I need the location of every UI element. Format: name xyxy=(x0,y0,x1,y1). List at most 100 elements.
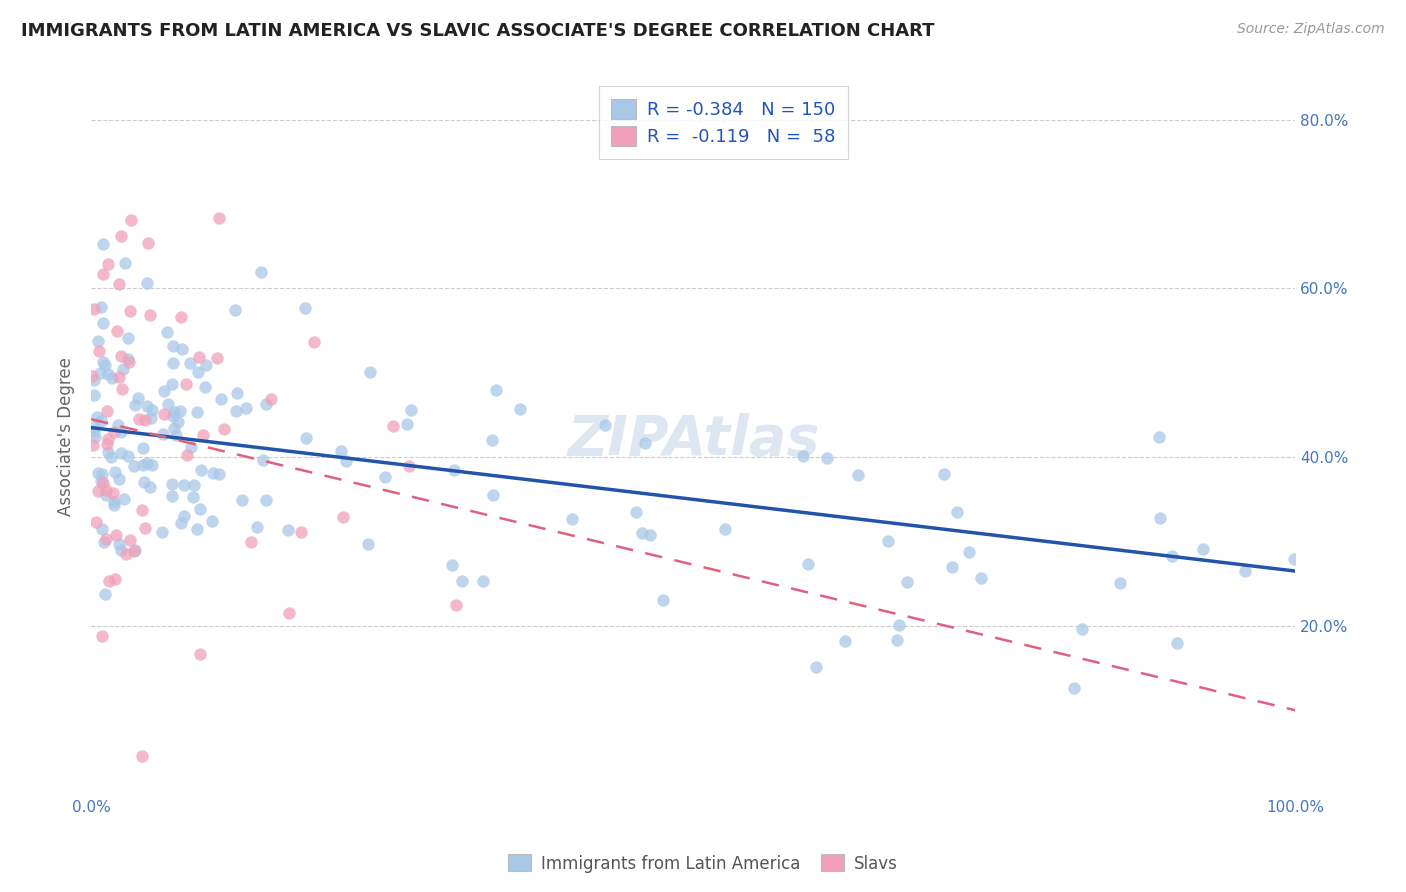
Point xyxy=(90,414,112,428)
Point xyxy=(114,256,136,270)
Point xyxy=(86,334,108,348)
Point xyxy=(134,413,156,427)
Point xyxy=(93,535,115,549)
Point xyxy=(638,528,661,542)
Point xyxy=(187,350,209,364)
Point xyxy=(135,277,157,291)
Point xyxy=(86,484,108,499)
Point xyxy=(1160,549,1182,563)
Point xyxy=(169,404,191,418)
Point xyxy=(290,525,312,540)
Point xyxy=(173,509,195,524)
Point xyxy=(90,301,112,315)
Point xyxy=(97,433,120,447)
Point xyxy=(131,502,153,516)
Point xyxy=(160,489,183,503)
Point xyxy=(165,427,187,442)
Point xyxy=(152,426,174,441)
Point xyxy=(1108,576,1130,591)
Point xyxy=(108,277,131,291)
Point xyxy=(166,415,188,429)
Point xyxy=(186,405,208,419)
Point xyxy=(335,454,357,468)
Point xyxy=(83,388,105,402)
Point xyxy=(110,446,132,460)
Point xyxy=(224,303,246,318)
Point xyxy=(1149,430,1171,444)
Point xyxy=(254,397,277,411)
Point xyxy=(103,425,125,439)
Point xyxy=(94,359,117,373)
Point xyxy=(1282,552,1305,566)
Point xyxy=(86,410,108,425)
Point xyxy=(176,449,198,463)
Point xyxy=(132,458,155,472)
Point xyxy=(112,361,135,376)
Point xyxy=(1071,622,1094,636)
Point xyxy=(179,356,201,370)
Point xyxy=(118,304,141,318)
Point xyxy=(97,257,120,271)
Point xyxy=(152,384,174,398)
Point xyxy=(194,380,217,394)
Point xyxy=(89,344,111,359)
Point xyxy=(277,523,299,537)
Point xyxy=(945,505,967,519)
Point xyxy=(509,402,531,417)
Point xyxy=(485,383,508,397)
Point xyxy=(110,349,132,363)
Point xyxy=(172,342,194,356)
Point xyxy=(97,445,120,459)
Point xyxy=(94,587,117,601)
Point xyxy=(441,558,464,572)
Point xyxy=(634,436,657,450)
Point xyxy=(96,483,118,497)
Point xyxy=(163,405,186,419)
Point xyxy=(848,468,870,483)
Point xyxy=(295,431,318,445)
Point xyxy=(101,371,124,385)
Point xyxy=(181,490,204,504)
Point xyxy=(1149,511,1171,525)
Point xyxy=(1063,681,1085,695)
Point xyxy=(250,265,273,279)
Point xyxy=(941,560,963,574)
Point xyxy=(108,472,131,486)
Point xyxy=(193,427,215,442)
Legend: Immigrants from Latin America, Slavs: Immigrants from Latin America, Slavs xyxy=(502,847,904,880)
Point xyxy=(103,495,125,509)
Point xyxy=(180,440,202,454)
Point xyxy=(128,411,150,425)
Point xyxy=(103,498,125,512)
Point xyxy=(135,456,157,470)
Point xyxy=(139,410,162,425)
Point xyxy=(443,462,465,476)
Point xyxy=(97,367,120,381)
Point xyxy=(399,403,422,417)
Point xyxy=(153,407,176,421)
Text: IMMIGRANTS FROM LATIN AMERICA VS SLAVIC ASSOCIATE'S DEGREE CORRELATION CHART: IMMIGRANTS FROM LATIN AMERICA VS SLAVIC … xyxy=(21,22,935,40)
Point xyxy=(120,533,142,547)
Point xyxy=(481,488,503,502)
Point xyxy=(201,467,224,481)
Point xyxy=(156,325,179,339)
Point xyxy=(714,522,737,536)
Point xyxy=(97,574,120,588)
Point xyxy=(896,575,918,590)
Point xyxy=(256,493,278,508)
Point xyxy=(188,502,211,516)
Point xyxy=(212,422,235,436)
Point xyxy=(187,365,209,379)
Point xyxy=(83,424,105,438)
Point xyxy=(651,592,673,607)
Point xyxy=(96,437,118,451)
Point xyxy=(150,524,173,539)
Point xyxy=(134,521,156,535)
Point xyxy=(330,443,353,458)
Point xyxy=(112,491,135,506)
Point xyxy=(209,392,232,406)
Point xyxy=(91,267,114,281)
Legend: R = -0.384   N = 150, R =  -0.119   N =  58: R = -0.384 N = 150, R = -0.119 N = 58 xyxy=(599,87,848,159)
Point xyxy=(139,308,162,322)
Point xyxy=(190,463,212,477)
